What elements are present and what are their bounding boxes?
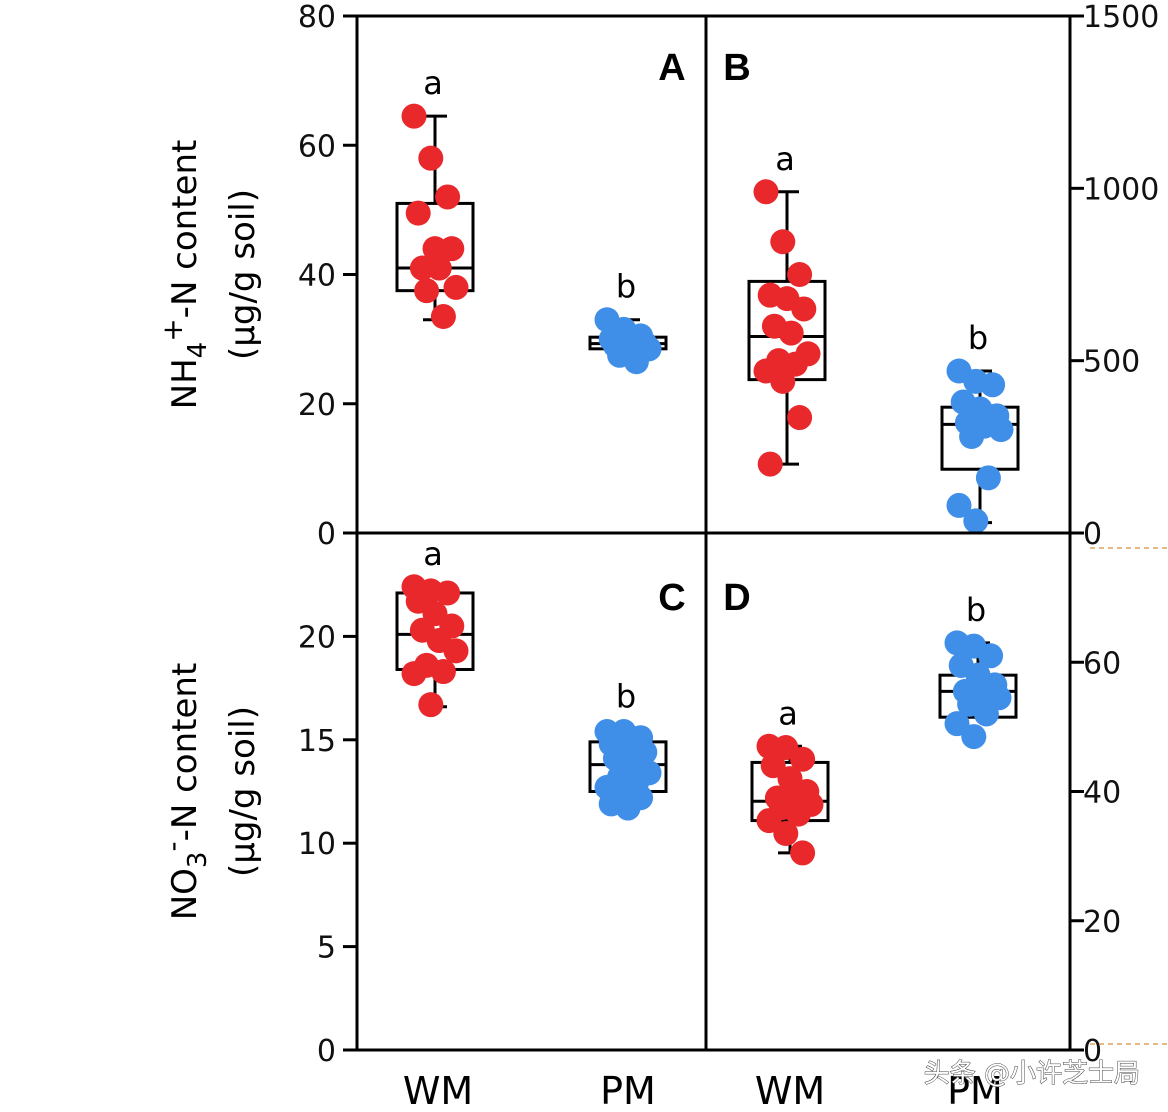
axes-layer: WM PM WM PM xyxy=(355,14,1168,1112)
data-point xyxy=(961,724,987,750)
y-tick-label: 0 xyxy=(1083,517,1102,552)
panel-b: 0 500 1000 1500 Ba b xyxy=(723,0,1159,552)
data-point xyxy=(426,255,452,281)
data-point xyxy=(435,184,461,210)
x-category-label: PM xyxy=(600,1069,656,1112)
data-point xyxy=(790,840,816,866)
group-wm: a xyxy=(750,694,830,866)
y-axis-title: NO3--N content xyxy=(156,663,213,921)
data-point xyxy=(975,465,1001,491)
group-wm: a xyxy=(747,140,827,477)
data-point xyxy=(770,368,796,394)
y-tick-label: 20 xyxy=(298,620,336,655)
significance-letter: b xyxy=(968,319,988,357)
group-pm: b xyxy=(940,319,1020,534)
significance-letter: a xyxy=(778,694,798,732)
data-point xyxy=(790,746,816,772)
data-point xyxy=(430,659,456,685)
y-axis-units: (µg/g soil) xyxy=(223,189,263,360)
data-point xyxy=(401,661,427,687)
data-point xyxy=(439,236,465,262)
y-axis-units: (µg/g soil) xyxy=(223,706,263,877)
panel-letter: A xyxy=(658,47,685,89)
y-tick-label: 60 xyxy=(1083,646,1121,681)
data-point xyxy=(959,423,985,449)
y-tick-label: 0 xyxy=(317,1034,336,1069)
data-point xyxy=(988,417,1014,443)
group-wm: a xyxy=(395,64,475,330)
y-tick-label: 40 xyxy=(298,259,336,294)
x-category-label: WM xyxy=(403,1069,473,1112)
data-point xyxy=(418,145,444,171)
y-tick-label: 1500 xyxy=(1083,0,1159,35)
data-point xyxy=(443,638,469,664)
data-point xyxy=(757,451,783,477)
y-tick-label: 60 xyxy=(298,129,336,164)
significance-letter: a xyxy=(423,535,443,573)
significance-letter: b xyxy=(616,677,636,715)
y-axis-title: NH4+-N content xyxy=(156,140,213,410)
group-pm: b xyxy=(588,677,668,821)
y-tick-label: 500 xyxy=(1083,345,1140,380)
watermark-text: 头条 @小许芝士局 xyxy=(924,1059,1140,1089)
data-point xyxy=(778,320,804,346)
panel-letter: C xyxy=(658,577,685,619)
panel-d: 0 20 40 60 Da b xyxy=(723,577,1121,1069)
significance-letter: a xyxy=(423,64,443,102)
data-point xyxy=(978,643,1004,669)
group-wm: a xyxy=(395,535,475,718)
y-tick-label: 0 xyxy=(317,517,336,552)
y-tick-label: 20 xyxy=(298,388,336,423)
y-tick-label: 40 xyxy=(1083,776,1121,811)
data-point xyxy=(787,405,813,431)
data-point xyxy=(418,692,444,718)
group-pm: b xyxy=(938,591,1018,750)
significance-letter: b xyxy=(966,591,986,629)
data-point xyxy=(623,349,649,375)
data-point xyxy=(443,274,469,300)
y-tick-label: 0 xyxy=(1083,1034,1102,1069)
data-point xyxy=(782,351,808,377)
x-category-label: WM xyxy=(755,1069,825,1112)
data-point xyxy=(785,801,811,827)
data-point xyxy=(753,179,779,205)
data-point xyxy=(980,372,1006,398)
data-point xyxy=(401,103,427,129)
y-tick-label: 1000 xyxy=(1083,172,1159,207)
data-point xyxy=(773,821,799,847)
x-category-label: PM xyxy=(947,1069,1003,1112)
panel-letter: D xyxy=(723,577,750,619)
data-point xyxy=(787,262,813,287)
y-tick-label: 15 xyxy=(298,724,336,759)
panel-letter: B xyxy=(723,47,750,89)
panel-a: 0 20 40 60 80 Aa b NH4+-N content (µg/g soil) xyxy=(156,0,686,552)
data-point xyxy=(615,795,641,821)
y-tick-label: 10 xyxy=(298,827,336,862)
data-point xyxy=(430,304,456,330)
data-point xyxy=(435,580,461,606)
significance-letter: a xyxy=(775,140,795,178)
data-point xyxy=(973,701,999,727)
y-tick-label: 80 xyxy=(298,0,336,35)
y-tick-label: 5 xyxy=(317,931,336,966)
panel-c: 0 5 10 15 20 Ca b NO3--N content (µg/g soil) xyxy=(156,535,686,1069)
data-point xyxy=(963,508,989,534)
significance-letter: b xyxy=(616,268,636,306)
group-pm: b xyxy=(588,268,668,375)
data-point xyxy=(791,296,817,322)
y-tick-label: 20 xyxy=(1083,905,1121,940)
data-point xyxy=(770,229,796,255)
data-point xyxy=(414,278,440,304)
data-point xyxy=(405,200,431,226)
data-point xyxy=(946,492,972,518)
